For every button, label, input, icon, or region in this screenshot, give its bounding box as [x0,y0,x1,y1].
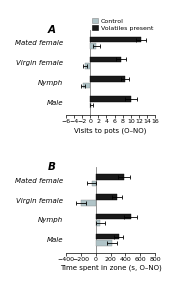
Bar [81,200,96,206]
Bar [90,43,96,49]
X-axis label: Visits to pots (O–NO): Visits to pots (O–NO) [74,127,147,134]
Bar [96,174,124,180]
Bar [96,194,117,200]
Bar [92,181,96,186]
Text: A: A [48,25,56,35]
X-axis label: Time spent in zone (s, O–NO): Time spent in zone (s, O–NO) [60,265,161,271]
Bar [96,234,119,239]
Bar [90,96,131,102]
Bar [90,103,92,108]
Bar [96,214,131,219]
Bar [96,220,100,226]
Legend: Control, Volatiles present: Control, Volatiles present [92,18,154,32]
Bar [85,63,90,69]
Bar [90,37,141,42]
Bar [96,240,112,246]
Bar [90,76,125,82]
Bar [90,57,121,62]
Bar [83,83,90,88]
Text: B: B [48,162,56,172]
